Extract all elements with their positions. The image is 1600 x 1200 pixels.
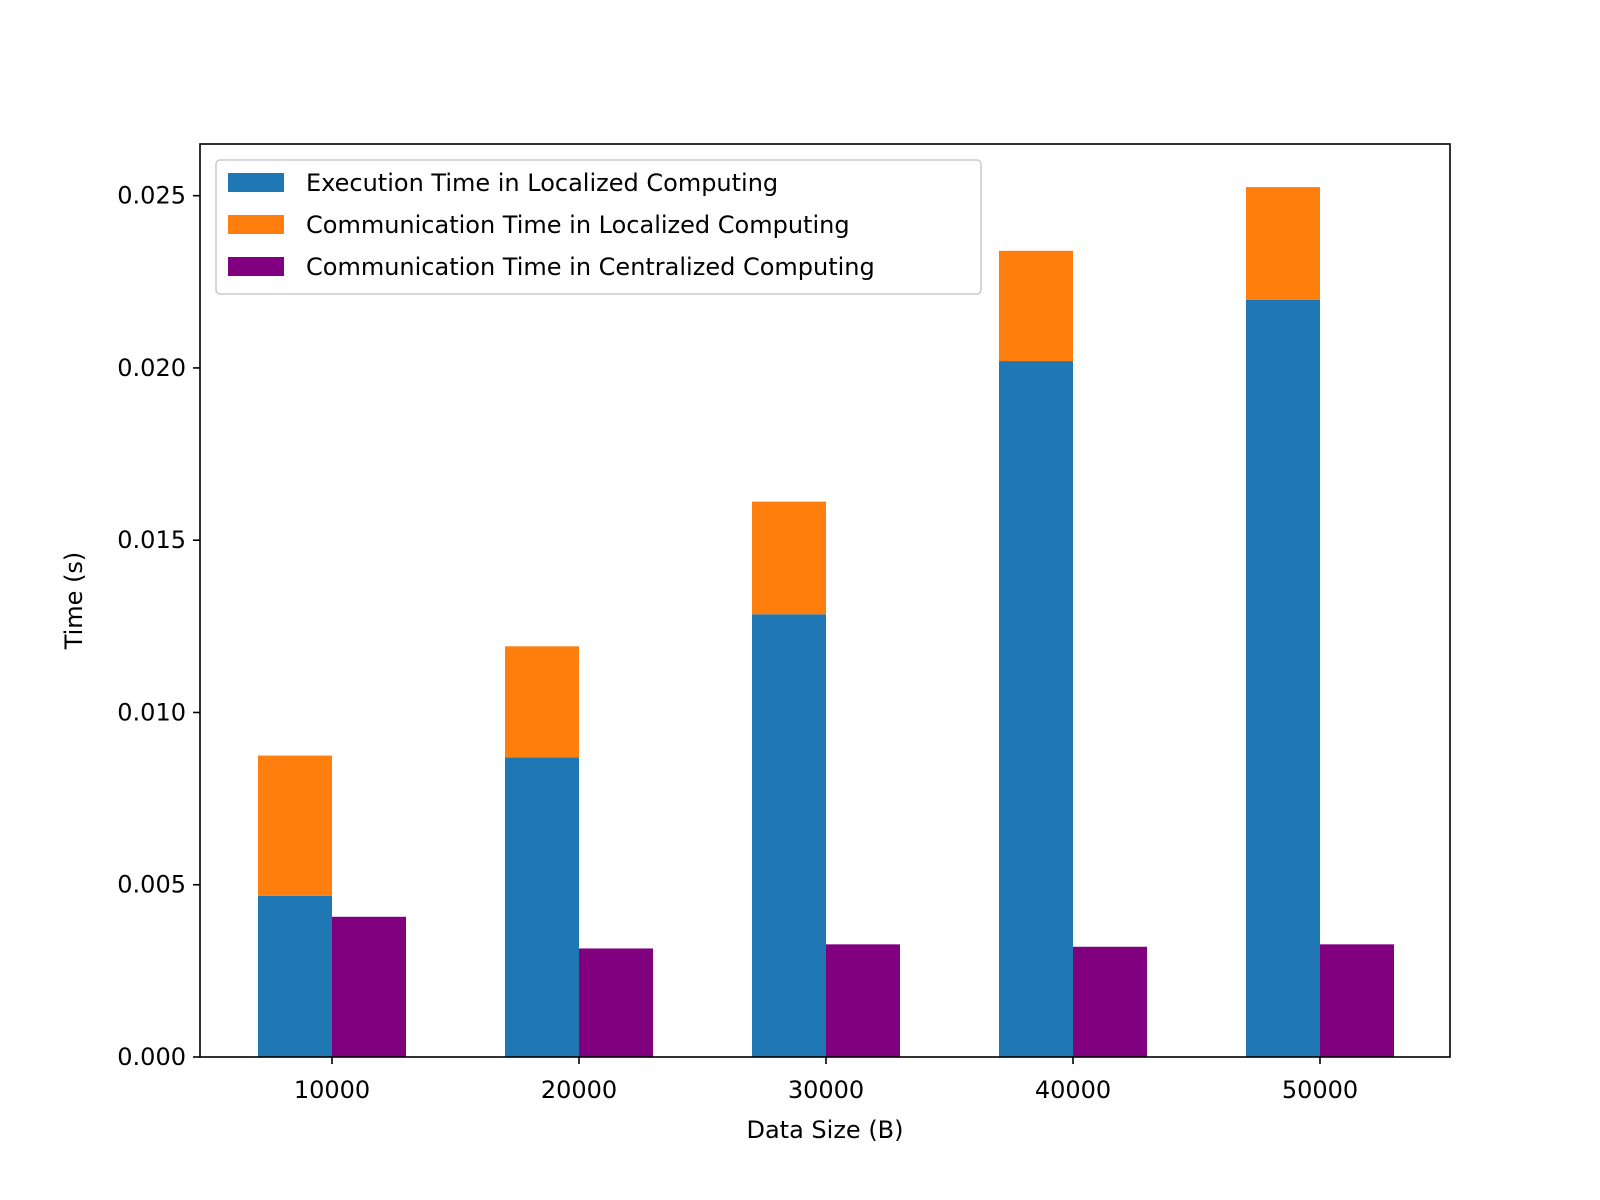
y-tick-label: 0.000 <box>117 1043 186 1071</box>
bar-execution-localized-30000 <box>752 614 826 1057</box>
legend: Execution Time in Localized Computing Co… <box>215 159 982 295</box>
bar-communication-centralized-10000 <box>332 916 406 1057</box>
legend-swatch-communication-centralized <box>228 257 284 276</box>
legend-swatch-execution-localized <box>228 173 284 192</box>
bar-communication-localized-40000 <box>999 250 1073 362</box>
bar-communication-centralized-40000 <box>1073 946 1147 1057</box>
legend-box <box>215 159 982 295</box>
x-tick-label: 10000 <box>294 1076 370 1104</box>
legend-label-execution-localized: Execution Time in Localized Computing <box>306 169 778 197</box>
bar-communication-localized-20000 <box>505 646 579 758</box>
bar-communication-localized-30000 <box>752 501 826 615</box>
bar-communication-localized-10000 <box>258 755 332 896</box>
bar-communication-centralized-20000 <box>579 948 653 1057</box>
y-tick-label: 0.025 <box>117 182 186 210</box>
x-axis-label: Data Size (B) <box>746 1116 903 1144</box>
bar-execution-localized-10000 <box>258 895 332 1057</box>
x-axis-ticks: 10000 20000 30000 40000 50000 <box>294 1057 1358 1104</box>
bar-communication-centralized-30000 <box>826 944 900 1057</box>
x-tick-label: 50000 <box>1282 1076 1358 1104</box>
y-axis-label: Time (s) <box>60 552 88 651</box>
bar-execution-localized-40000 <box>999 361 1073 1057</box>
bar-execution-localized-20000 <box>505 757 579 1057</box>
x-tick-label: 20000 <box>541 1076 617 1104</box>
legend-swatch-communication-localized <box>228 215 284 234</box>
bar-communication-centralized-50000 <box>1320 944 1394 1057</box>
x-tick-label: 30000 <box>788 1076 864 1104</box>
bar-execution-localized-50000 <box>1246 299 1320 1057</box>
bar-communication-localized-50000 <box>1246 187 1320 300</box>
bars-layer <box>258 187 1394 1057</box>
y-axis-ticks: 0.000 0.005 0.010 0.015 0.020 0.025 <box>117 182 200 1071</box>
legend-label-communication-centralized: Communication Time in Centralized Comput… <box>306 253 875 281</box>
y-tick-label: 0.010 <box>117 698 186 726</box>
x-tick-label: 40000 <box>1035 1076 1111 1104</box>
legend-label-communication-localized: Communication Time in Localized Computin… <box>306 211 850 239</box>
y-tick-label: 0.020 <box>117 354 186 382</box>
plot-area-frame <box>199 143 1451 1058</box>
y-tick-label: 0.015 <box>117 526 186 554</box>
y-tick-label: 0.005 <box>117 871 186 899</box>
